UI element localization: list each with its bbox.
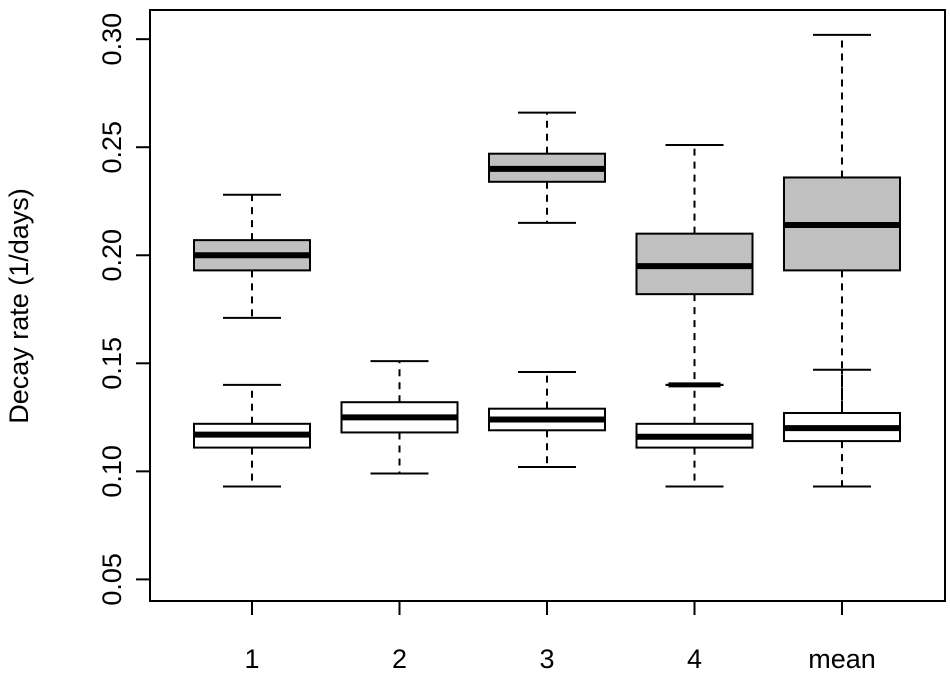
y-tick-label: 0.15: [97, 337, 127, 390]
x-tick-label: 2: [392, 644, 407, 674]
y-axis: 0.05 0.10 0.15 0.20 0.25 0.30: [97, 13, 150, 606]
x-axis: 1 2 3 4 mean: [244, 601, 876, 674]
box-white-4: [635, 383, 754, 488]
y-axis-title: Decay rate (1/days): [4, 188, 34, 424]
box-gray-1: [193, 193, 311, 319]
x-tick-label: 1: [244, 644, 259, 674]
x-tick-label: mean: [808, 644, 876, 674]
y-tick-label: 0.05: [97, 553, 127, 606]
box-gray-4: [635, 144, 754, 388]
box-white-3: [488, 370, 606, 469]
box-series-group: [193, 33, 901, 488]
y-tick-label: 0.20: [97, 229, 127, 282]
y-tick-label: 0.25: [97, 121, 127, 174]
y-tick-label: 0.10: [97, 445, 127, 498]
box-gray-3: [488, 111, 606, 224]
box-gray-mean: [783, 33, 901, 415]
box-white-mean: [783, 368, 901, 488]
box-white-1: [193, 383, 311, 488]
y-tick-label: 0.30: [97, 13, 127, 66]
box-white-2: [340, 360, 459, 475]
x-tick-label: 4: [687, 644, 702, 674]
x-tick-label: 3: [539, 644, 554, 674]
plot-frame: [149, 9, 946, 602]
